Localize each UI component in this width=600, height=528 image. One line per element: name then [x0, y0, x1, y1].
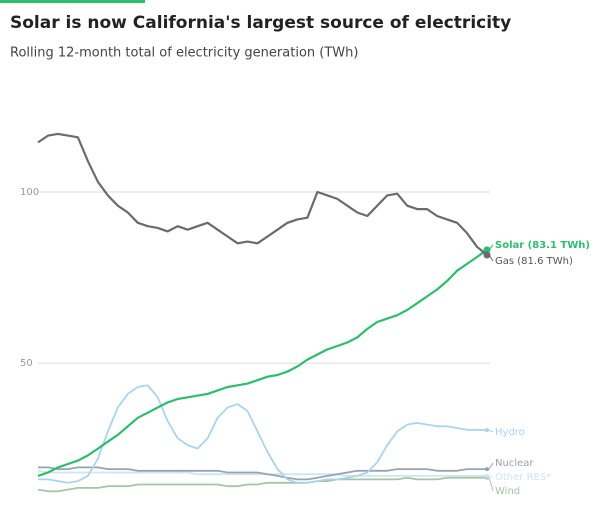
label-leader — [488, 429, 494, 433]
series-line — [38, 466, 487, 481]
series-line — [37, 476, 487, 493]
series-label: Other RES* — [495, 472, 551, 483]
y-tick-label: 100 — [20, 187, 39, 198]
series-label: Nuclear — [495, 458, 534, 469]
end-dot — [485, 467, 489, 472]
label-leader — [488, 244, 494, 251]
series-label: Gas (81.6 TWh) — [495, 256, 573, 267]
chart-subtitle: Rolling 12-month total of electricity ge… — [10, 46, 358, 61]
series-line — [37, 248, 488, 477]
series-label: Solar (83.1 TWh) — [495, 240, 590, 251]
label-leader — [488, 475, 494, 478]
end-dot — [485, 473, 489, 478]
label-leader — [488, 477, 494, 492]
label-leader — [488, 254, 494, 262]
y-tick-label: 50 — [20, 358, 33, 369]
end-dot — [485, 428, 489, 433]
series-line — [37, 132, 488, 256]
end-dot — [483, 251, 491, 259]
series-label: Hydro — [495, 427, 525, 438]
accent-bar — [0, 0, 145, 3]
chart-title: Solar is now California's largest source… — [10, 13, 511, 33]
end-dot — [483, 246, 491, 254]
series-line — [38, 384, 488, 484]
label-leader — [488, 462, 494, 470]
series-label: Wind — [495, 486, 520, 497]
